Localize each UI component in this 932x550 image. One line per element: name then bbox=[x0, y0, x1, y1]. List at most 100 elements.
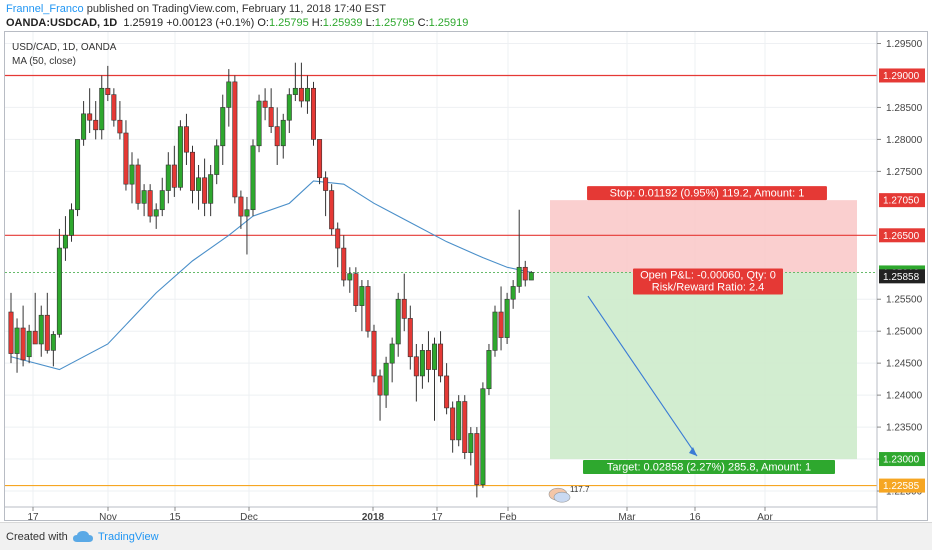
candle-body bbox=[232, 81, 238, 198]
take-profit-zone bbox=[550, 272, 857, 460]
candle-body bbox=[81, 113, 87, 140]
candle-body bbox=[438, 343, 444, 377]
candle-body bbox=[171, 164, 177, 188]
symbol-label: OANDA:USDCAD, 1D bbox=[6, 17, 118, 29]
price-axis-highlight-label: 1.26500 bbox=[883, 231, 920, 242]
publish-info: published on TradingView.com, February 1… bbox=[86, 3, 386, 15]
price-chart[interactable]: Stop: 0.01192 (0.95%) 119.2, Amount: 1 Ta… bbox=[5, 32, 927, 520]
price-axis-tick-label: 1.25500 bbox=[886, 295, 923, 306]
candle-body bbox=[262, 100, 268, 108]
candle-body bbox=[419, 350, 425, 377]
price-axis-highlight-label: 1.22585 bbox=[883, 481, 920, 492]
low-label: L: bbox=[365, 17, 375, 29]
price-axis-highlight-label: 1.29000 bbox=[883, 71, 920, 82]
price-axis-tick-label: 1.28000 bbox=[886, 135, 923, 146]
ma50-line bbox=[10, 180, 532, 371]
label-text: Stop: 0.01192 (0.95%) 119.2, Amount: 1 bbox=[610, 188, 805, 200]
open-label: O: bbox=[257, 17, 269, 29]
time-axis-tick-label: 17 bbox=[431, 512, 443, 520]
tradingview-brand-link[interactable]: TradingView bbox=[98, 531, 159, 543]
candle-body bbox=[310, 87, 316, 140]
candle-body bbox=[8, 311, 14, 354]
candle-body bbox=[407, 318, 413, 358]
projection-arrowhead bbox=[689, 447, 697, 457]
candle-body bbox=[129, 164, 135, 185]
stop-label: Stop: 0.01192 (0.95%) 119.2, Amount: 1 bbox=[587, 186, 827, 201]
time-axis-tick-label: Nov bbox=[99, 512, 117, 520]
candle-body bbox=[317, 139, 323, 179]
time-axis-tick-label: 2018 bbox=[362, 512, 385, 520]
chart-frame[interactable]: Stop: 0.01192 (0.95%) 119.2, Amount: 1 Ta… bbox=[4, 31, 928, 521]
price-axis-highlight-label: 1.25858 bbox=[883, 272, 920, 283]
candle-body bbox=[159, 190, 165, 211]
price-axis-tick-label: 1.25000 bbox=[886, 327, 923, 338]
chart-header: Frannel_Franco published on TradingView.… bbox=[0, 0, 932, 30]
candle-body bbox=[202, 177, 208, 204]
target-label: Target: 0.02858 (2.27%) 285.8, Amount: 1 bbox=[583, 460, 835, 475]
label-box bbox=[583, 460, 835, 475]
candle-body bbox=[208, 174, 214, 204]
legend-ma: MA (50, close) bbox=[12, 56, 76, 67]
label-text: Target: 0.02858 (2.27%) 285.8, Amount: 1 bbox=[607, 462, 811, 474]
candle-body bbox=[480, 388, 486, 485]
price-change: +0.00123 (+0.1%) bbox=[166, 17, 255, 29]
candle-body bbox=[214, 145, 220, 175]
candle-body bbox=[425, 350, 431, 370]
candle-body bbox=[177, 126, 183, 188]
price-axis-tick-label: 1.27500 bbox=[886, 167, 923, 178]
time-axis-tick-label: Mar bbox=[618, 512, 636, 520]
pnl-box bbox=[633, 268, 783, 295]
candle-body bbox=[401, 298, 407, 319]
candle-body bbox=[498, 311, 504, 338]
event-badge-count: 117.7 bbox=[570, 485, 590, 494]
author-link[interactable]: Frannel_Franco bbox=[6, 3, 84, 15]
time-axis-tick-label: 16 bbox=[689, 512, 701, 520]
stop-loss-zone bbox=[550, 200, 857, 273]
price-axis-tick-label: 1.24500 bbox=[886, 359, 923, 370]
candle-body bbox=[220, 107, 226, 147]
candle-body bbox=[462, 401, 468, 453]
risk-reward-text: Risk/Reward Ratio: 2.4 bbox=[652, 281, 765, 293]
candle-body bbox=[153, 209, 159, 217]
last-price: 1.25919 bbox=[123, 17, 164, 29]
time-axis-tick-label: 17 bbox=[27, 512, 39, 520]
candle-body bbox=[341, 247, 347, 281]
candle-body bbox=[14, 327, 20, 354]
candle-body bbox=[468, 433, 474, 453]
candle-body bbox=[353, 273, 359, 306]
candle-body bbox=[510, 286, 516, 300]
candle-body bbox=[450, 407, 456, 441]
time-axis-tick-label: Feb bbox=[499, 512, 517, 520]
candle-body bbox=[280, 119, 286, 147]
candle-body bbox=[528, 272, 534, 281]
publish-line: Frannel_Franco published on TradingView.… bbox=[6, 3, 386, 16]
candle-body bbox=[504, 298, 510, 338]
price-axis-tick-label: 1.29500 bbox=[886, 39, 923, 50]
open-value: 1.25795 bbox=[268, 17, 309, 29]
candle-body bbox=[377, 375, 383, 396]
candle-body bbox=[32, 330, 38, 345]
candle-body bbox=[123, 132, 129, 185]
candle-body bbox=[256, 100, 262, 147]
label-box bbox=[587, 186, 827, 201]
price-axis-tick-label: 1.28500 bbox=[886, 103, 923, 114]
price-axis-highlight bbox=[879, 193, 925, 208]
candle-body bbox=[75, 139, 81, 211]
candle-body bbox=[522, 266, 528, 281]
candle-body bbox=[190, 151, 196, 191]
candle-body bbox=[226, 81, 232, 108]
candle-body bbox=[69, 209, 75, 236]
candle-body bbox=[105, 87, 111, 95]
candle-body bbox=[431, 343, 437, 370]
price-axis-highlight-label: 1.23000 bbox=[883, 455, 920, 466]
ohlc-line: OANDA:USDCAD, 1D 1.25919 +0.00123 (+0.1%… bbox=[6, 17, 468, 30]
price-axis-highlight bbox=[879, 452, 925, 467]
low-value: 1.25795 bbox=[374, 17, 415, 29]
candle-body bbox=[335, 228, 341, 249]
candle-body bbox=[244, 209, 250, 217]
candle-body bbox=[20, 327, 26, 361]
candle-body bbox=[44, 314, 50, 351]
candle-body bbox=[365, 286, 371, 332]
candle-body bbox=[135, 164, 141, 204]
created-with-label: Created with bbox=[6, 531, 68, 543]
